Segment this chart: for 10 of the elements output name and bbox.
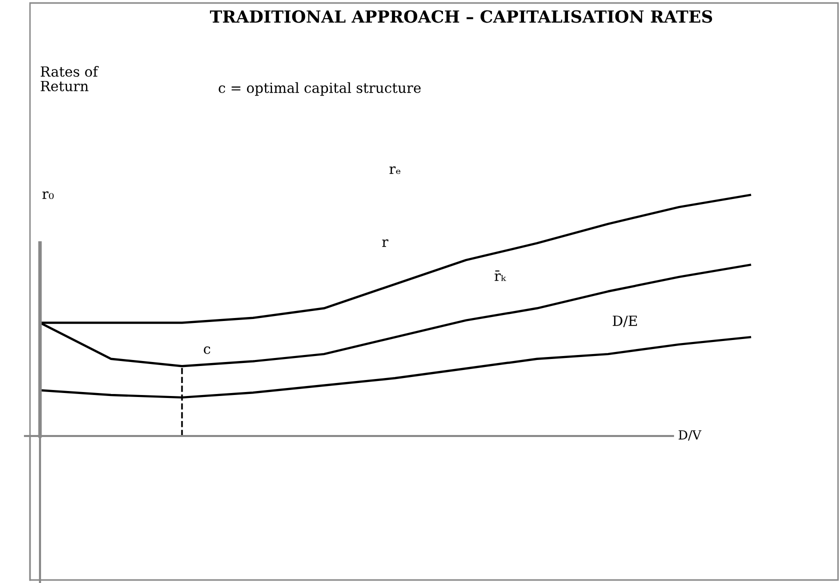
annotation: c: [204, 346, 210, 354]
chart-subtitle: c = optimal capital structure: [218, 82, 421, 96]
text: Rates of Return: [40, 66, 99, 92]
x-axis-title: D/V: [678, 430, 702, 441]
annotation: D/E: [612, 316, 637, 328]
annotation: r: [382, 239, 388, 247]
annotation: r̄ₖ: [494, 270, 506, 281]
text: rₑ: [389, 166, 400, 174]
chart-title: TRADITIONAL APPROACH – CAPITALISATION RATES: [210, 10, 712, 23]
annotation: r₀: [42, 191, 54, 199]
